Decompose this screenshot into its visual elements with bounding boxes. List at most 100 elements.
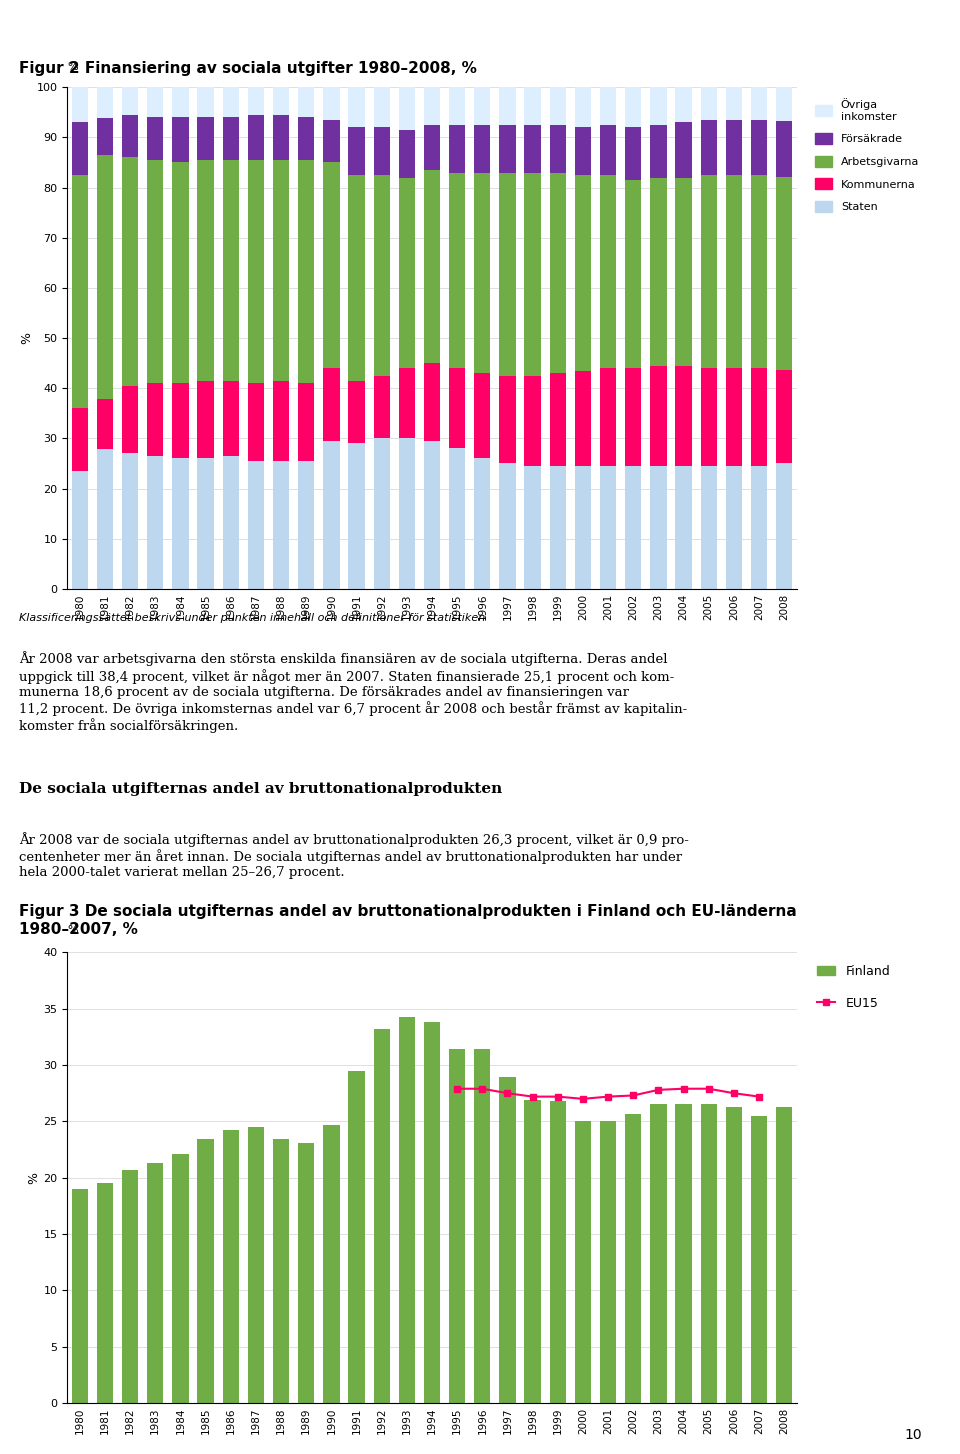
Bar <box>373 87 390 128</box>
Legend: Övriga
inkomster, Försäkrade, Arbetsgivarna, Kommunerna, Staten: Övriga inkomster, Försäkrade, Arbetsgiva… <box>809 93 924 218</box>
Bar <box>474 458 491 589</box>
Bar <box>776 1106 792 1403</box>
Bar <box>524 465 540 589</box>
Bar <box>147 457 163 589</box>
EU15 <box>552 1088 564 1105</box>
Bar <box>348 87 365 128</box>
Bar <box>348 1070 365 1403</box>
Bar <box>373 375 390 439</box>
Bar <box>726 1106 742 1403</box>
Bar <box>726 174 742 368</box>
Text: %: % <box>67 63 78 73</box>
EU15 <box>653 1082 664 1099</box>
Bar <box>122 87 138 115</box>
Bar <box>273 160 289 381</box>
Bar <box>423 87 441 125</box>
Bar <box>701 368 717 465</box>
Bar <box>198 160 214 381</box>
Bar <box>676 1105 692 1403</box>
Bar <box>776 121 792 177</box>
Line: EU15: EU15 <box>454 1085 762 1102</box>
Bar <box>324 1125 340 1403</box>
Bar <box>72 409 88 471</box>
Bar <box>600 1121 616 1403</box>
Bar <box>524 375 540 465</box>
Bar <box>72 1189 88 1403</box>
Bar <box>474 87 491 125</box>
Bar <box>650 87 666 125</box>
Bar <box>172 118 188 163</box>
Bar <box>474 173 491 374</box>
Bar <box>97 449 113 589</box>
Bar <box>298 1143 314 1403</box>
Bar <box>600 465 616 589</box>
Bar <box>423 441 441 589</box>
Bar <box>324 441 340 589</box>
Bar <box>751 174 767 368</box>
EU15 <box>602 1088 613 1105</box>
Bar <box>499 375 516 464</box>
Bar <box>726 119 742 174</box>
Bar <box>625 1114 641 1403</box>
Bar <box>751 368 767 465</box>
Bar <box>625 87 641 128</box>
Text: År 2008 var de sociala utgifternas andel av bruttonationalprodukten 26,3 procent: År 2008 var de sociala utgifternas andel… <box>19 832 689 878</box>
Bar <box>273 381 289 461</box>
Bar <box>474 374 491 458</box>
Bar <box>248 1127 264 1403</box>
Bar <box>650 125 666 177</box>
Text: 10: 10 <box>904 1428 922 1442</box>
Bar <box>423 170 441 364</box>
Bar <box>650 1105 666 1403</box>
Bar <box>676 365 692 465</box>
Bar <box>701 174 717 368</box>
Bar <box>575 1121 591 1403</box>
Bar <box>423 1022 441 1403</box>
EU15 <box>577 1090 588 1108</box>
Bar <box>726 87 742 119</box>
Bar <box>449 87 466 125</box>
Bar <box>776 87 792 121</box>
Text: De sociala utgifternas andel av bruttonationalprodukten: De sociala utgifternas andel av bruttona… <box>19 782 502 797</box>
Bar <box>499 87 516 125</box>
Bar <box>198 381 214 458</box>
Bar <box>524 125 540 173</box>
Bar <box>122 454 138 589</box>
Bar <box>423 125 441 170</box>
Bar <box>97 118 113 156</box>
Bar <box>172 458 188 589</box>
Text: År 2008 var arbetsgivarna den största enskilda finansiären av de sociala utgifte: År 2008 var arbetsgivarna den största en… <box>19 651 687 733</box>
Bar <box>650 177 666 365</box>
Bar <box>248 384 264 461</box>
Bar <box>172 384 188 458</box>
Bar <box>600 87 616 125</box>
EU15 <box>502 1085 514 1102</box>
Bar <box>273 115 289 160</box>
Bar <box>172 87 188 118</box>
Bar <box>575 128 591 174</box>
Bar <box>324 87 340 119</box>
Bar <box>298 118 314 160</box>
Bar <box>97 398 113 449</box>
Bar <box>449 448 466 589</box>
Bar <box>223 457 239 589</box>
Bar <box>147 1163 163 1403</box>
Bar <box>676 122 692 177</box>
Bar <box>625 465 641 589</box>
Bar <box>147 384 163 457</box>
Bar <box>398 368 415 439</box>
Bar <box>348 174 365 381</box>
Bar <box>223 381 239 457</box>
Bar <box>499 173 516 375</box>
Bar <box>147 118 163 160</box>
Bar <box>423 364 441 441</box>
Bar <box>97 1184 113 1403</box>
Bar <box>550 125 566 173</box>
EU15 <box>527 1088 539 1105</box>
Bar <box>348 128 365 174</box>
Bar <box>751 87 767 119</box>
Bar <box>72 87 88 122</box>
Bar <box>499 125 516 173</box>
Bar <box>550 374 566 465</box>
Bar <box>373 128 390 174</box>
